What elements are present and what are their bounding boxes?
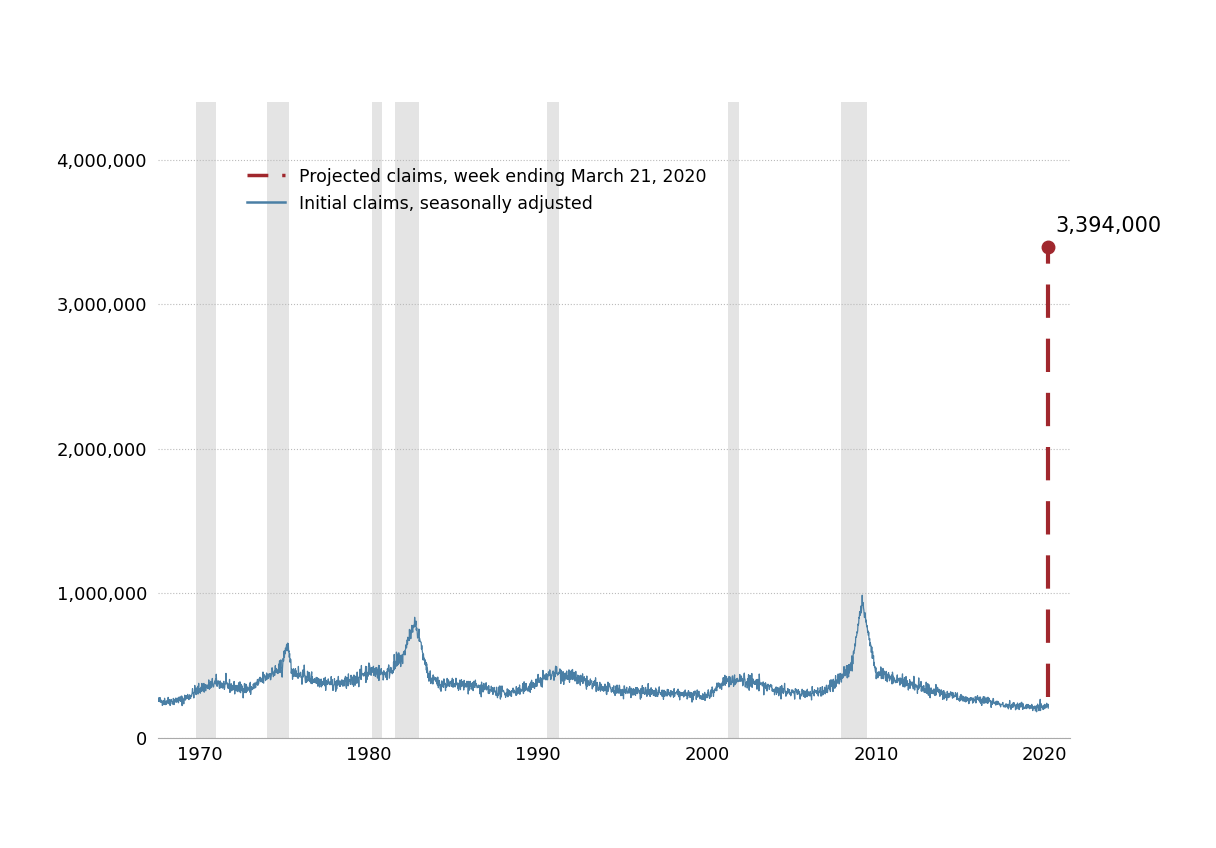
Bar [394,102,418,738]
Bar [728,102,739,738]
Bar [266,102,289,738]
Bar [372,102,382,738]
Text: 3,394,000: 3,394,000 [1055,215,1161,236]
Bar [546,102,559,738]
Bar [840,102,867,738]
Bar [196,102,216,738]
Legend: Projected claims, week ending March 21, 2020, Initial claims, seasonally adjuste: Projected claims, week ending March 21, … [240,161,714,220]
